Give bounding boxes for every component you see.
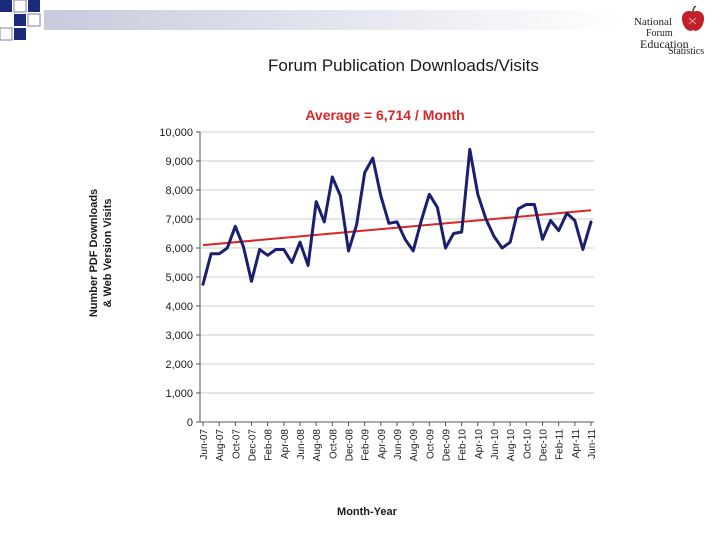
logo-line-1: National [634, 16, 672, 28]
x-tick-label: Aug-08 [312, 429, 323, 462]
x-tick-label: Apr-11 [571, 429, 582, 459]
y-axis-label-line-2: & Web Version Visits [102, 198, 114, 307]
trend-line [202, 209, 592, 247]
y-tick-label: 10,000 [159, 127, 193, 139]
x-tick-label: Aug-07 [215, 429, 226, 462]
logo-line-2: Forum [646, 28, 673, 39]
x-axis-label: Month-Year [337, 506, 398, 518]
x-tick-label: Feb-11 [555, 429, 566, 460]
x-tick-label: Feb-10 [458, 429, 469, 461]
x-tick-label: Oct-07 [231, 429, 242, 459]
grid-lines [200, 131, 594, 394]
slide-title: Forum Publication Downloads/Visits [268, 56, 539, 75]
axes [196, 131, 594, 426]
y-tick-label: 8,000 [165, 185, 193, 197]
y-tick-label: 3,000 [165, 330, 193, 342]
x-tick-label: Dec-07 [248, 429, 259, 462]
x-tick-label: Jun-10 [490, 429, 501, 460]
x-tick-label: Dec-10 [539, 429, 550, 462]
series-layer [201, 147, 593, 286]
x-tick-label: Aug-10 [506, 429, 517, 462]
x-tick-label: Oct-10 [522, 429, 533, 459]
y-tick-label: 6,000 [165, 243, 193, 255]
logo-line-4: Statistics [668, 46, 705, 57]
x-tick-label: Aug-09 [409, 429, 420, 462]
logo-line-3: Education [640, 37, 689, 51]
y-tick-label: 9,000 [165, 156, 193, 168]
y-tick-label: 0 [187, 417, 193, 429]
apple-icon [681, 6, 705, 31]
x-tick-label: Jun-07 [199, 429, 210, 460]
y-tick-label: 4,000 [165, 301, 193, 313]
x-tick-label: Apr-09 [377, 429, 388, 459]
y-tick-label: 2,000 [165, 359, 193, 371]
downloads-series-line [201, 147, 593, 286]
y-tick-label: 7,000 [165, 214, 193, 226]
x-tick-label: Feb-09 [361, 429, 372, 461]
x-tick-label: Dec-09 [442, 429, 453, 462]
x-tick-label: Jun-09 [393, 429, 404, 460]
x-tick-label: Apr-10 [474, 429, 485, 459]
y-tick-label: 5,000 [165, 272, 193, 284]
header-band [44, 10, 624, 30]
y-tick-label: 1,000 [165, 388, 193, 400]
x-tick-label: Apr-08 [280, 429, 291, 459]
x-tick-label: Jun-08 [296, 429, 307, 460]
x-tick-label: Oct-09 [425, 429, 436, 459]
x-tick-labels: Jun-07 Aug-07 Oct-07 Dec-07 Feb-08 Apr-08 Jun-… [199, 429, 598, 462]
average-annotation: Average = 6,714 / Month [305, 107, 464, 123]
x-tick-label: Feb-08 [264, 429, 275, 461]
x-tick-label: Jun-11 [587, 429, 598, 459]
x-tick-label: Oct-08 [328, 429, 339, 459]
corner-decoration [0, 0, 624, 41]
x-tick-label: Dec-08 [345, 429, 356, 462]
y-tick-labels: 0 1,000 2,000 3,000 4,000 5,000 6,000 7,000 8,00… [159, 127, 193, 429]
forum-logo: National Forum Education Statistics [632, 6, 718, 57]
y-axis-label-line-1: Number PDF Downloads [88, 189, 100, 317]
